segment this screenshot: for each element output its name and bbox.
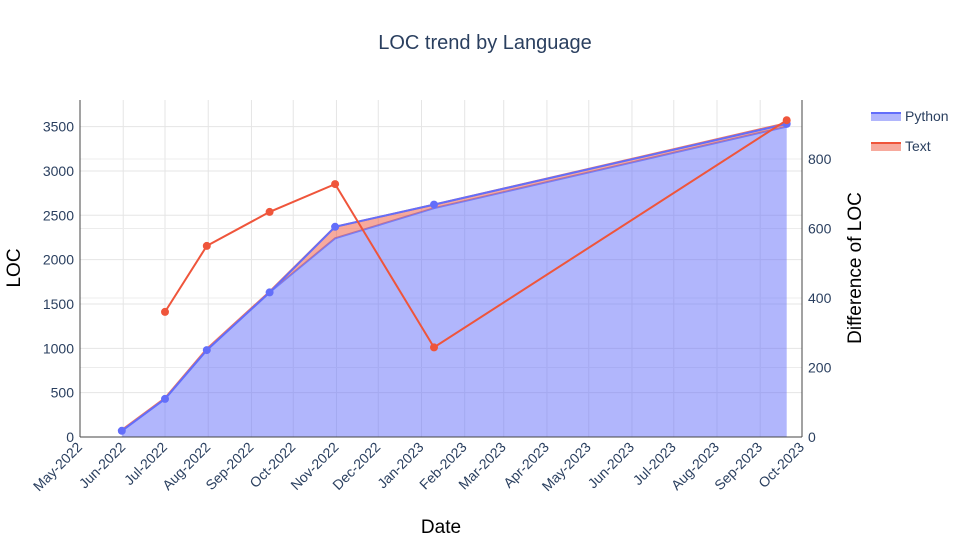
legend-label-python[interactable]: Python	[905, 108, 949, 124]
x-tick-label: Sep-2022	[202, 439, 256, 493]
series-lines	[117, 116, 791, 435]
legend[interactable]: Python Text	[871, 108, 949, 154]
y-tick-label: 2000	[43, 252, 74, 268]
y2-tick-label: 400	[808, 290, 832, 306]
legend-swatch-python[interactable]	[871, 113, 901, 121]
x-tick-label: Oct-2023	[755, 439, 807, 491]
point-python[interactable]	[117, 426, 126, 435]
y2-tick-label: 0	[808, 429, 816, 445]
y-tick-label: 2500	[43, 207, 74, 223]
point-text[interactable]	[782, 116, 791, 125]
point-text[interactable]	[161, 307, 169, 316]
point-python[interactable]	[430, 200, 438, 209]
point-text[interactable]	[202, 241, 211, 250]
legend-swatch-text[interactable]	[871, 143, 901, 151]
point-python[interactable]	[161, 394, 169, 403]
point-text[interactable]	[331, 180, 340, 189]
point-text[interactable]	[430, 343, 438, 352]
y2-tick-label: 600	[808, 221, 832, 237]
point-text[interactable]	[265, 207, 274, 216]
y2-tick-label: 800	[808, 151, 832, 167]
y-tick-label: 3000	[43, 163, 74, 179]
y2-tick-label: 200	[808, 360, 832, 376]
y-tick-label: 1000	[43, 340, 74, 356]
point-python[interactable]	[265, 288, 274, 297]
y-tick-label: 1500	[43, 296, 74, 312]
area-python	[121, 126, 787, 437]
point-python[interactable]	[331, 222, 340, 231]
y-axis-title: LOC	[4, 248, 25, 287]
point-python[interactable]	[202, 346, 211, 355]
axes	[79, 100, 803, 438]
y2-axis-title: Difference of LOC	[845, 192, 866, 344]
y-tick-label: 500	[51, 385, 75, 401]
x-tick-label: Sep-2023	[711, 439, 765, 493]
y-tick-label: 0	[66, 429, 74, 445]
x-tick-label: May-2022	[30, 439, 85, 494]
line-text	[164, 119, 788, 349]
x-axis-title: Date	[421, 517, 461, 538]
legend-label-text[interactable]: Text	[905, 138, 931, 154]
x-tick-label: Jun-2023	[584, 439, 637, 492]
chart-title: LOC trend by Language	[378, 32, 592, 54]
stacked-areas	[121, 122, 787, 437]
x-tick-label: Jun-2022	[76, 439, 129, 492]
y-tick-label: 3500	[43, 119, 74, 135]
